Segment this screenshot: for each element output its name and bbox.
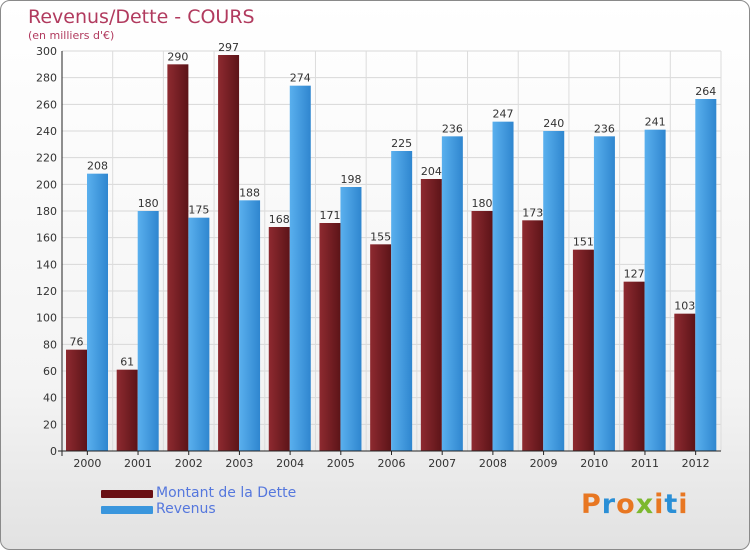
data-label-debt-2003: 297 — [218, 41, 239, 54]
x-tick-label: 2010 — [580, 457, 608, 470]
bar-debt-2007 — [420, 179, 442, 451]
bar-revenus-2010 — [593, 136, 615, 452]
legend-swatch-revenus — [101, 506, 153, 514]
data-label-debt-2011: 127 — [624, 268, 645, 281]
y-tick-label: 200 — [36, 178, 57, 191]
x-tick-label: 2005 — [327, 457, 355, 470]
y-tick-label: 160 — [36, 232, 57, 245]
bar-revenus-2012 — [695, 99, 717, 451]
bar-revenus-2001 — [137, 211, 159, 451]
data-label-revenus-2010: 236 — [594, 122, 615, 135]
legend-label-revenus: Revenus — [156, 501, 216, 517]
bar-debt-2003 — [218, 55, 240, 451]
y-tick-label: 300 — [36, 45, 57, 58]
bar-debt-2000 — [66, 349, 87, 451]
data-label-debt-2005: 171 — [319, 209, 340, 222]
bar-revenus-2006 — [391, 151, 413, 451]
y-tick-label: 120 — [36, 285, 57, 298]
bar-revenus-2011 — [644, 129, 666, 451]
data-label-debt-2007: 204 — [421, 165, 442, 178]
y-tick-label: 60 — [43, 365, 57, 378]
y-tick-label: 280 — [36, 72, 57, 85]
bar-revenus-2002 — [188, 217, 210, 451]
bar-revenus-2000 — [87, 173, 108, 451]
x-tick-label: 2007 — [428, 457, 456, 470]
bar-debt-2011 — [623, 281, 645, 451]
data-label-debt-2002: 290 — [167, 50, 188, 63]
y-tick-label: 100 — [36, 312, 57, 325]
x-tick-label: 2001 — [124, 457, 152, 470]
chart-title: Revenus/Dette - COURS — [28, 6, 255, 28]
y-tick-label: 0 — [50, 445, 57, 458]
x-tick-label: 2008 — [479, 457, 507, 470]
logo-letter: i — [678, 489, 689, 520]
logo-letter: P — [581, 489, 602, 520]
x-tick-label: 2002 — [175, 457, 203, 470]
bar-debt-2001 — [116, 369, 138, 451]
chart-subtitle: (en milliers d'€) — [28, 29, 115, 42]
data-label-debt-2001: 61 — [120, 356, 134, 369]
bar-revenus-2005 — [340, 187, 362, 451]
bar-revenus-2007 — [441, 136, 463, 452]
data-label-revenus-2008: 247 — [493, 108, 514, 121]
data-label-revenus-2004: 274 — [290, 72, 311, 85]
y-tick-label: 220 — [36, 152, 57, 165]
data-label-revenus-2005: 198 — [340, 173, 361, 186]
logo-letter: t — [664, 489, 679, 520]
y-tick-label: 140 — [36, 258, 57, 271]
y-tick-label: 260 — [36, 98, 57, 111]
bar-debt-2010 — [572, 249, 594, 451]
data-label-revenus-2002: 175 — [188, 204, 209, 217]
x-tick-label: 2011 — [631, 457, 659, 470]
proxiti-logo: Proxiti — [581, 489, 689, 520]
x-tick-label: 2000 — [73, 457, 101, 470]
data-label-debt-2008: 180 — [472, 197, 493, 210]
data-label-revenus-2000: 208 — [87, 160, 108, 173]
bar-debt-2009 — [522, 220, 544, 451]
x-tick-label: 2004 — [276, 457, 304, 470]
data-label-revenus-2003: 188 — [239, 186, 260, 199]
bar-debt-2008 — [471, 211, 493, 451]
x-tick-label: 2003 — [225, 457, 253, 470]
y-tick-label: 40 — [43, 392, 57, 405]
data-label-debt-2004: 168 — [269, 213, 290, 226]
bar-debt-2002 — [167, 64, 189, 452]
logo-letter: x — [635, 489, 655, 520]
y-tick-label: 20 — [43, 418, 57, 431]
bar-debt-2004 — [268, 227, 290, 451]
bar-debt-2012 — [674, 313, 696, 451]
data-label-debt-2012: 103 — [674, 300, 695, 313]
logo-letter: r — [601, 489, 617, 520]
data-label-debt-2000: 76 — [70, 336, 84, 349]
x-tick-label: 2012 — [682, 457, 710, 470]
data-label-revenus-2009: 240 — [543, 117, 564, 130]
bar-revenus-2009 — [543, 131, 565, 451]
logo-letter: o — [616, 489, 636, 520]
data-label-revenus-2007: 236 — [442, 122, 463, 135]
bar-revenus-2008 — [492, 121, 514, 452]
data-label-debt-2006: 155 — [370, 230, 391, 243]
x-tick-label: 2006 — [378, 457, 406, 470]
data-label-revenus-2011: 241 — [645, 116, 666, 129]
x-tick-label: 2009 — [530, 457, 558, 470]
legend-label-debt: Montant de la Dette — [156, 485, 297, 501]
legend-swatch-debt — [101, 490, 153, 498]
data-label-revenus-2001: 180 — [138, 197, 159, 210]
logo-letter: i — [654, 489, 665, 520]
data-label-revenus-2012: 264 — [695, 85, 716, 98]
bar-debt-2006 — [370, 244, 392, 451]
bar-debt-2005 — [319, 223, 341, 451]
data-label-revenus-2006: 225 — [391, 137, 412, 150]
bar-revenus-2003 — [239, 200, 261, 451]
data-label-debt-2010: 151 — [573, 236, 594, 249]
y-tick-label: 80 — [43, 338, 57, 351]
y-tick-label: 240 — [36, 125, 57, 138]
bar-revenus-2004 — [289, 85, 311, 452]
y-tick-label: 180 — [36, 205, 57, 218]
data-label-debt-2009: 173 — [522, 206, 543, 219]
